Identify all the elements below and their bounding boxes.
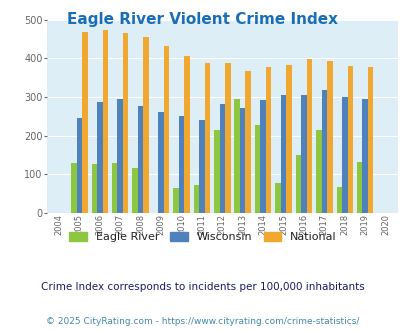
Bar [347, 66, 352, 213]
Bar [163, 46, 169, 213]
Bar [71, 163, 77, 213]
Bar [254, 125, 260, 213]
Bar [123, 33, 128, 213]
Bar [112, 163, 117, 213]
Text: © 2025 CityRating.com - https://www.cityrating.com/crime-statistics/: © 2025 CityRating.com - https://www.city… [46, 317, 359, 326]
Bar [239, 108, 245, 213]
Bar [286, 65, 291, 213]
Bar [213, 130, 219, 213]
Bar [362, 99, 367, 213]
Bar [321, 90, 326, 213]
Bar [265, 67, 271, 213]
Bar [198, 120, 204, 213]
Bar [178, 116, 184, 213]
Bar [138, 106, 143, 213]
Legend: Eagle River, Wisconsin, National: Eagle River, Wisconsin, National [64, 228, 341, 247]
Bar [280, 95, 286, 213]
Bar [301, 95, 306, 213]
Bar [326, 61, 332, 213]
Bar [97, 102, 102, 213]
Bar [306, 59, 311, 213]
Text: Crime Index corresponds to incidents per 100,000 inhabitants: Crime Index corresponds to incidents per… [41, 282, 364, 292]
Bar [204, 63, 210, 213]
Bar [91, 164, 97, 213]
Bar [341, 97, 347, 213]
Bar [184, 56, 189, 213]
Bar [336, 187, 341, 213]
Bar [77, 118, 82, 213]
Bar [367, 67, 373, 213]
Bar [117, 99, 123, 213]
Bar [82, 32, 87, 213]
Bar [102, 30, 108, 213]
Bar [158, 112, 163, 213]
Bar [173, 188, 178, 213]
Bar [234, 99, 239, 213]
Text: Eagle River Violent Crime Index: Eagle River Violent Crime Index [67, 12, 338, 26]
Bar [132, 168, 138, 213]
Bar [260, 100, 265, 213]
Bar [224, 63, 230, 213]
Bar [275, 183, 280, 213]
Bar [219, 104, 224, 213]
Bar [295, 155, 301, 213]
Bar [193, 185, 198, 213]
Bar [245, 71, 250, 213]
Bar [315, 130, 321, 213]
Bar [143, 37, 149, 213]
Bar [356, 162, 362, 213]
